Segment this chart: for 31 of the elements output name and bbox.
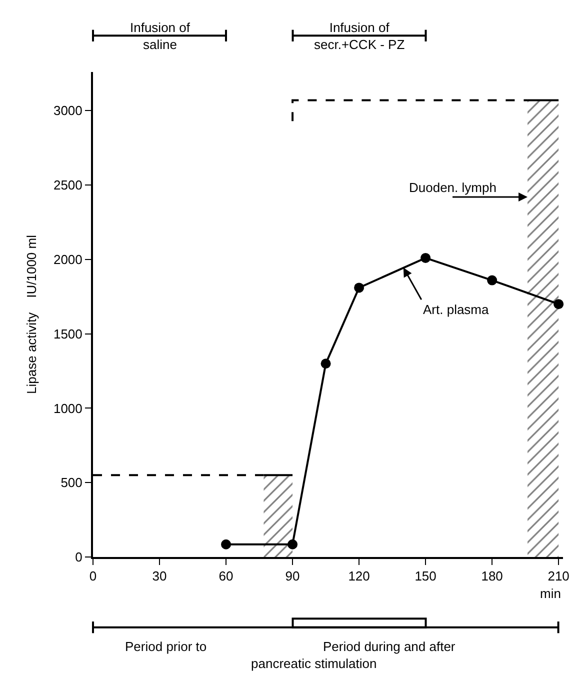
y-axis-title: Lipase activity IU/1000 ml bbox=[24, 234, 39, 394]
point bbox=[420, 252, 431, 263]
x-tick-label: 90 bbox=[285, 568, 300, 584]
text: Period prior to bbox=[125, 639, 207, 654]
y-tick-label: 1500 bbox=[53, 326, 82, 342]
annotation: Art. plasma bbox=[423, 302, 490, 317]
point bbox=[221, 539, 232, 550]
x-tick-label: 120 bbox=[348, 568, 370, 584]
x-tick-label: 210 bbox=[548, 568, 570, 584]
y-tick-label: 2500 bbox=[53, 178, 82, 193]
x-axis-title: min bbox=[540, 586, 561, 601]
y-tick-label: 2000 bbox=[53, 252, 82, 267]
annotation: Duoden. lymph bbox=[409, 180, 496, 195]
x-tick-label: 0 bbox=[89, 568, 97, 584]
point bbox=[554, 299, 564, 310]
x-tick-label: 60 bbox=[218, 568, 234, 584]
text: Infusion of secr.+CCK - PZ bbox=[314, 20, 405, 52]
y-tick-label: 1000 bbox=[53, 400, 82, 416]
y-tick-label: 3000 bbox=[53, 103, 82, 118]
x-tick-label: 30 bbox=[152, 568, 167, 584]
point bbox=[354, 282, 364, 293]
point bbox=[288, 539, 298, 550]
text: Period during and after bbox=[323, 639, 456, 654]
y-tick-label: 0 bbox=[75, 550, 82, 565]
point bbox=[487, 275, 498, 286]
x-tick-label: 180 bbox=[481, 568, 503, 584]
text: pancreatic stimulation bbox=[251, 656, 377, 671]
x-tick-label: 150 bbox=[414, 568, 436, 584]
y-tick-label: 500 bbox=[60, 475, 82, 490]
text: Infusion of saline bbox=[130, 20, 190, 52]
point bbox=[320, 358, 331, 369]
